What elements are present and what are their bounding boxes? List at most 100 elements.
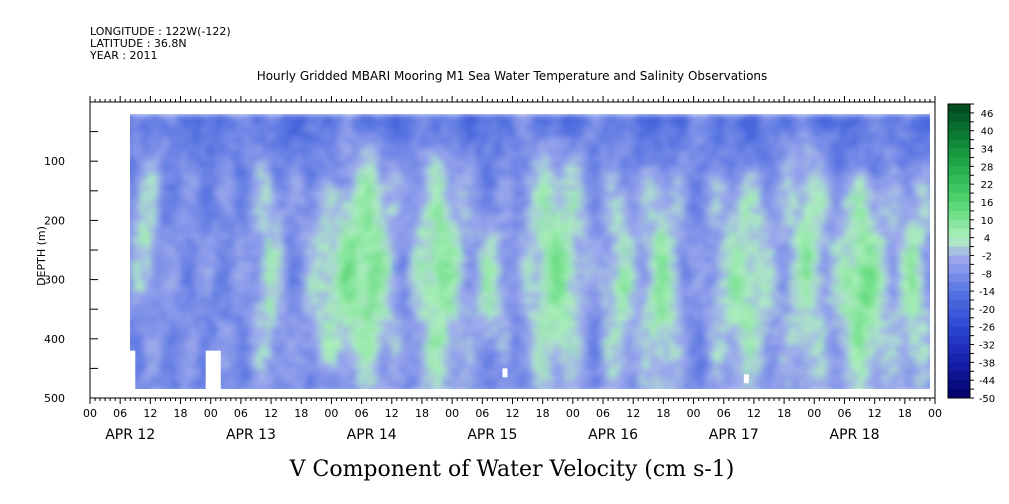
heatmap-cell bbox=[416, 326, 423, 334]
heatmap-cell bbox=[391, 250, 398, 257]
heatmap-cell bbox=[638, 178, 644, 186]
heatmap-cell bbox=[220, 220, 227, 227]
heatmap-cell bbox=[613, 125, 619, 133]
heatmap-cell bbox=[527, 291, 534, 298]
heatmap-cell bbox=[643, 315, 649, 322]
heatmap-cell bbox=[271, 178, 277, 186]
heatmap-cell bbox=[547, 190, 554, 198]
heatmap-cell bbox=[598, 161, 604, 168]
heatmap-cell bbox=[306, 273, 312, 281]
heatmap-cell bbox=[160, 344, 167, 352]
heatmap-cell bbox=[235, 155, 242, 162]
heatmap-cell bbox=[577, 297, 584, 304]
heatmap-cell bbox=[346, 303, 353, 310]
heatmap-cell bbox=[195, 273, 202, 281]
heatmap-cell bbox=[512, 297, 519, 304]
heatmap-cell bbox=[608, 226, 614, 233]
heatmap-cell bbox=[522, 149, 529, 156]
heatmap-cell bbox=[537, 285, 544, 293]
heatmap-cell bbox=[421, 250, 428, 257]
heatmap-cell bbox=[185, 143, 192, 150]
heatmap-cell bbox=[140, 232, 146, 239]
heatmap-cell bbox=[351, 350, 358, 358]
heatmap-cell bbox=[245, 232, 252, 239]
heatmap-cell bbox=[477, 261, 483, 269]
heatmap-cell bbox=[140, 137, 146, 145]
heatmap-cell bbox=[255, 119, 262, 127]
heatmap-cell bbox=[462, 362, 468, 369]
heatmap-cell bbox=[432, 202, 438, 210]
heatmap-cell bbox=[195, 173, 202, 180]
heatmap-cell bbox=[180, 368, 187, 375]
heatmap-cell bbox=[492, 255, 499, 263]
heatmap-cell bbox=[386, 137, 393, 145]
heatmap-cell bbox=[346, 114, 353, 121]
heatmap-cell bbox=[502, 137, 509, 145]
heatmap-cell bbox=[522, 137, 529, 145]
heatmap-cell bbox=[507, 184, 514, 192]
heatmap-cell bbox=[175, 143, 182, 150]
heatmap-cell bbox=[130, 303, 136, 310]
heatmap-cell bbox=[421, 374, 428, 381]
heatmap-cell bbox=[406, 273, 413, 281]
heatmap-cell bbox=[426, 273, 433, 281]
heatmap-cell bbox=[562, 338, 569, 346]
heatmap-cell bbox=[296, 332, 302, 340]
heatmap-cell bbox=[537, 297, 544, 304]
heatmap-cell bbox=[361, 344, 368, 352]
heatmap-cell bbox=[286, 374, 292, 381]
heatmap-cell bbox=[341, 178, 348, 186]
heatmap-cell bbox=[371, 356, 378, 364]
heatmap-cell bbox=[266, 155, 272, 162]
heatmap-cell bbox=[175, 386, 182, 389]
heatmap-cell bbox=[140, 184, 146, 192]
heatmap-cell bbox=[457, 220, 463, 227]
heatmap-cell bbox=[487, 190, 493, 198]
heatmap-cell bbox=[266, 321, 272, 328]
heatmap-cell bbox=[648, 267, 654, 275]
heatmap-cell bbox=[376, 344, 383, 352]
heatmap-cell bbox=[311, 238, 317, 245]
heatmap-cell bbox=[215, 178, 222, 186]
heatmap-cell bbox=[457, 161, 463, 168]
heatmap-cell bbox=[557, 297, 564, 304]
heatmap-cell bbox=[532, 202, 539, 210]
heatmap-cell bbox=[492, 291, 499, 298]
heatmap-cell bbox=[421, 285, 428, 293]
heatmap-cell bbox=[542, 255, 549, 263]
heatmap-cell bbox=[381, 119, 388, 127]
heatmap-cell bbox=[598, 356, 604, 364]
heatmap-cell bbox=[502, 338, 509, 346]
heatmap-cell bbox=[341, 131, 348, 139]
heatmap-cell bbox=[336, 303, 343, 310]
heatmap-cell bbox=[376, 255, 383, 263]
heatmap-cell bbox=[497, 326, 504, 334]
heatmap-cell bbox=[240, 267, 247, 275]
heatmap-cell bbox=[321, 338, 327, 346]
heatmap-cell bbox=[406, 297, 413, 304]
heatmap-cell bbox=[472, 285, 478, 293]
heatmap-cell bbox=[386, 279, 393, 287]
heatmap-cell bbox=[502, 303, 509, 310]
heatmap-cell bbox=[235, 119, 242, 127]
heatmap-cell bbox=[401, 250, 408, 257]
heatmap-cell bbox=[437, 173, 443, 180]
heatmap-cell bbox=[587, 137, 594, 145]
heatmap-cell bbox=[391, 114, 398, 121]
heatmap-cell bbox=[577, 321, 584, 328]
heatmap-cell bbox=[487, 131, 493, 139]
heatmap-cell bbox=[517, 285, 524, 293]
heatmap-cell bbox=[386, 238, 393, 245]
heatmap-cell bbox=[205, 178, 212, 186]
heatmap-cell bbox=[633, 362, 639, 369]
heatmap-cell bbox=[356, 178, 363, 186]
heatmap-cell bbox=[336, 167, 343, 174]
heatmap-cell bbox=[547, 119, 554, 127]
heatmap-cell bbox=[577, 291, 584, 298]
heatmap-cell bbox=[482, 143, 488, 150]
heatmap-cell bbox=[426, 261, 433, 269]
heatmap-cell bbox=[215, 285, 222, 293]
heatmap-cell bbox=[537, 362, 544, 369]
heatmap-cell bbox=[587, 161, 594, 168]
heatmap-cell bbox=[311, 380, 317, 387]
